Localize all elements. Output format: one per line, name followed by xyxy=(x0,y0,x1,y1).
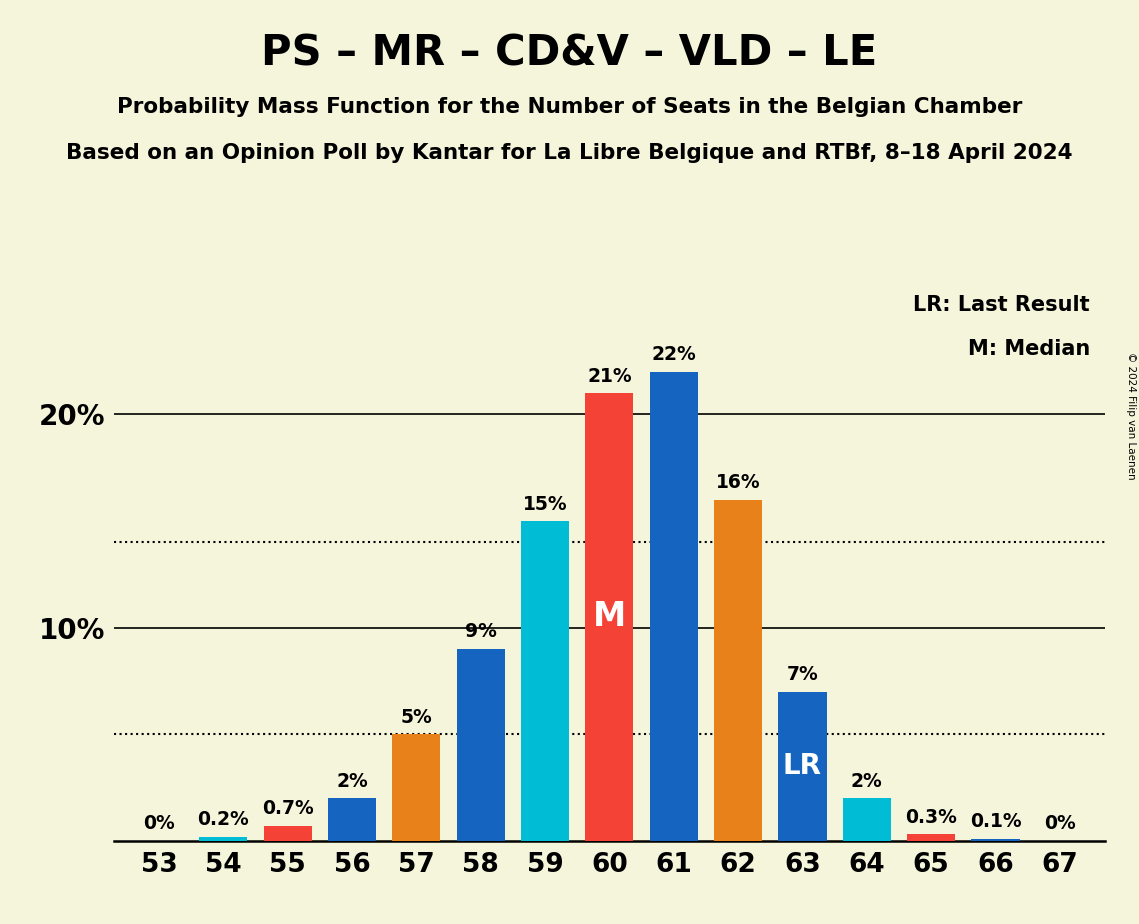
Text: 0.1%: 0.1% xyxy=(969,812,1022,832)
Bar xyxy=(907,834,956,841)
Text: 0.2%: 0.2% xyxy=(197,810,249,829)
Text: 21%: 21% xyxy=(587,367,632,385)
Text: 9%: 9% xyxy=(465,623,497,641)
Bar xyxy=(392,735,441,841)
Bar xyxy=(457,649,505,841)
Text: 0%: 0% xyxy=(144,814,174,833)
Bar xyxy=(199,836,247,841)
Text: 15%: 15% xyxy=(523,494,567,514)
Bar xyxy=(972,839,1019,841)
Text: 16%: 16% xyxy=(715,473,761,492)
Text: 5%: 5% xyxy=(401,708,432,727)
Bar xyxy=(778,691,827,841)
Text: 7%: 7% xyxy=(787,665,818,684)
Bar xyxy=(263,826,312,841)
Text: M: Median: M: Median xyxy=(968,339,1090,359)
Text: Probability Mass Function for the Number of Seats in the Belgian Chamber: Probability Mass Function for the Number… xyxy=(117,97,1022,117)
Text: M: M xyxy=(592,601,626,634)
Text: 0.7%: 0.7% xyxy=(262,799,313,819)
Bar xyxy=(585,393,633,841)
Text: 2%: 2% xyxy=(336,772,368,791)
Text: © 2024 Filip van Laenen: © 2024 Filip van Laenen xyxy=(1126,352,1136,480)
Text: PS – MR – CD&V – VLD – LE: PS – MR – CD&V – VLD – LE xyxy=(261,32,878,74)
Text: 2%: 2% xyxy=(851,772,883,791)
Text: 22%: 22% xyxy=(652,346,696,364)
Bar xyxy=(649,371,698,841)
Text: 0.3%: 0.3% xyxy=(906,808,957,827)
Text: Based on an Opinion Poll by Kantar for La Libre Belgique and RTBf, 8–18 April 20: Based on an Opinion Poll by Kantar for L… xyxy=(66,143,1073,164)
Bar xyxy=(843,798,891,841)
Bar xyxy=(521,521,570,841)
Bar xyxy=(328,798,376,841)
Text: 0%: 0% xyxy=(1044,814,1075,833)
Text: LR: Last Result: LR: Last Result xyxy=(913,295,1090,315)
Text: LR: LR xyxy=(782,752,822,780)
Bar xyxy=(714,500,762,841)
